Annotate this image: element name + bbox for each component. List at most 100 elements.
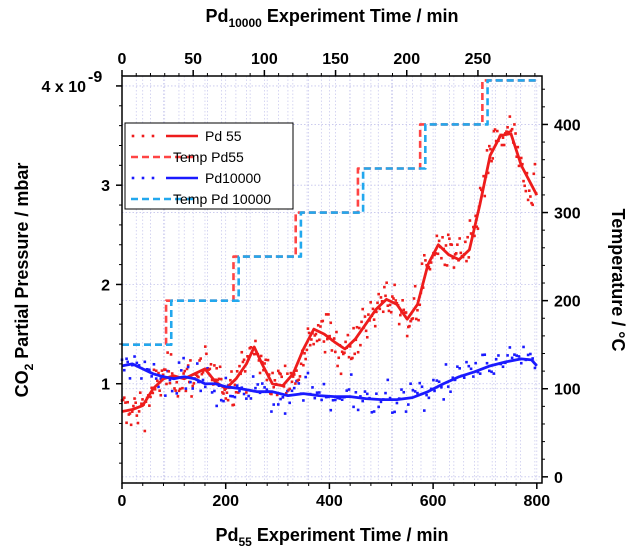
pd55-data-point: [304, 357, 307, 361]
pd55-data-point: [420, 262, 424, 266]
pd55-data-point: [501, 136, 505, 139]
pd55-data-point: [343, 351, 346, 355]
pd10000-data-point: [508, 346, 512, 349]
pd10000-data-point: [488, 369, 491, 373]
pd55-data-point: [392, 297, 395, 300]
pd55-data-point: [189, 359, 192, 362]
pd55-data-point: [122, 396, 126, 399]
pd55-data-point: [153, 387, 157, 391]
pd10000-data-point: [152, 362, 156, 366]
pd55-data-point: [234, 390, 238, 394]
pd55-data-point: [485, 149, 489, 152]
pd55-data-point: [319, 325, 322, 328]
pd55-data-point: [373, 324, 377, 328]
pd55-data-point: [444, 244, 448, 247]
pd55-data-point: [329, 321, 333, 325]
pd55-data-point: [141, 398, 144, 401]
pd55-data-point: [160, 369, 164, 372]
pd55-data-point: [509, 129, 513, 133]
pd55-data-point: [413, 284, 417, 288]
pd55-data-point: [522, 179, 525, 183]
pd10000-data-point: [386, 378, 390, 382]
pd10000-data-point: [334, 398, 337, 402]
pd55-data-point: [381, 310, 385, 314]
legend-marker: [141, 176, 145, 180]
pd10000-data-point: [372, 410, 376, 413]
pd55-data-point: [263, 362, 266, 365]
bottom-tick-label: 400: [316, 493, 343, 510]
pd10000-data-point: [338, 397, 342, 400]
pd10000-data-point: [427, 396, 431, 400]
pd55-data-point: [332, 337, 336, 340]
pd10000-data-point: [177, 361, 181, 364]
pd10000-data-point: [315, 391, 319, 394]
pd55-data-point: [348, 345, 352, 348]
pd55-data-point: [279, 372, 282, 376]
pd55-data-point: [337, 356, 341, 360]
pd55-data-point: [307, 331, 311, 335]
pd55-data-point: [508, 115, 512, 118]
pd55-data-point: [298, 375, 302, 378]
pd10000-data-point: [485, 361, 489, 365]
pd10000-data-point: [472, 375, 475, 378]
pd55-data-point: [259, 354, 263, 358]
legend-marker: [151, 176, 155, 180]
pd55-data-point: [161, 373, 165, 377]
pd55-data-point: [249, 346, 253, 349]
pd10000-data-point: [229, 394, 232, 398]
pd10000-data-point: [233, 395, 237, 399]
pd55-data-point: [355, 325, 359, 329]
pd55-data-point: [185, 367, 189, 371]
pd10000-data-point: [400, 388, 403, 391]
pd55-data-point: [265, 378, 269, 382]
plot-frame: [121, 75, 543, 484]
pd55-data-point: [198, 359, 201, 362]
pd10000-data-point: [465, 360, 468, 364]
pd55-data-point: [316, 323, 320, 327]
pd10000-data-point: [122, 368, 126, 372]
pd55-data-point: [166, 351, 169, 354]
pd55-data-point: [254, 339, 257, 343]
pd55-data-point: [524, 189, 528, 193]
pd55-data-point: [205, 352, 208, 356]
pd55-data-point: [318, 338, 321, 342]
pd55-data-point: [326, 337, 329, 341]
pd55-data-point: [385, 281, 388, 285]
pd10000-data-point: [297, 382, 301, 385]
pd55-data-point: [192, 382, 196, 385]
pd10000-data-point: [365, 392, 369, 396]
pd55-data-point: [418, 303, 422, 307]
pd10000-data-point: [195, 362, 199, 365]
pd10000-data-point: [219, 398, 223, 402]
pd55-data-point: [136, 421, 140, 425]
pd55-data-point: [197, 375, 200, 379]
pd55-data-point: [482, 174, 485, 178]
pd10000-data-point: [322, 382, 326, 386]
pd10000-data-point: [133, 355, 136, 358]
pd55-data-point: [424, 259, 427, 262]
pd55-data-point: [284, 391, 288, 395]
pd55-data-point: [217, 377, 221, 381]
pd10000-data-point: [377, 405, 380, 409]
pd55-data-point: [409, 319, 412, 323]
pd10000-data-point: [184, 387, 188, 390]
pd10000-data-point: [189, 380, 192, 384]
pd10000-data-point: [418, 381, 422, 385]
pd10000-data-point: [375, 392, 378, 396]
pd10000-data-point: [247, 394, 250, 398]
pd10000-data-point: [393, 410, 396, 414]
pd55-data-point: [372, 318, 376, 321]
pd55-data-point: [340, 350, 344, 354]
pd10000-data-point: [513, 353, 516, 356]
pd55-data-point: [380, 299, 384, 303]
pd55-data-point: [242, 358, 246, 362]
pd55-data-point: [186, 364, 190, 367]
pd55-data-point: [306, 327, 310, 330]
pd55-data-point: [464, 240, 467, 244]
pd10000-data-point: [469, 367, 473, 371]
pd10000-data-point: [256, 383, 260, 386]
pd55-data-point: [125, 421, 128, 425]
pd55-data-point: [393, 283, 396, 287]
pd10000-data-point: [425, 393, 428, 397]
pd10000-data-point: [270, 410, 273, 413]
